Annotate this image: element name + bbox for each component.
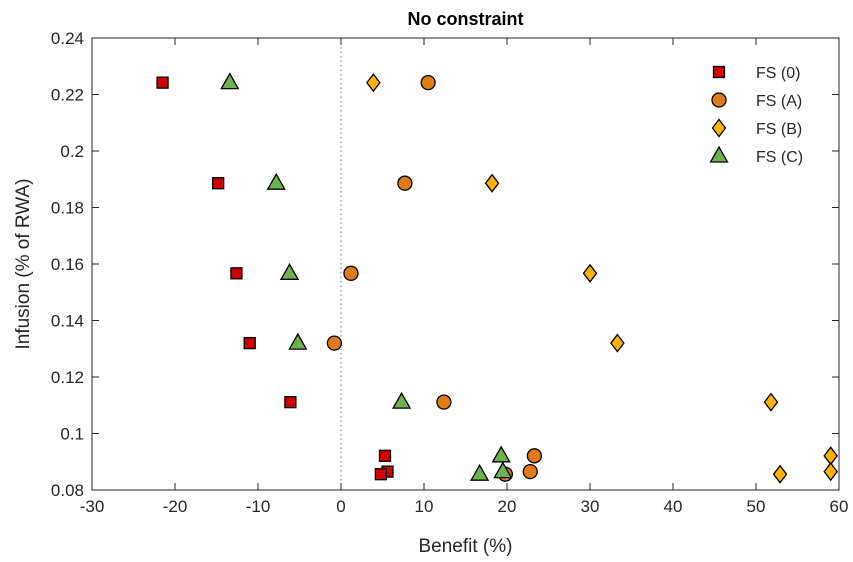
y-tick-label: 0.24 [51,29,84,48]
data-point-circle [526,448,543,464]
data-point-triangle [266,172,286,190]
legend-label: FS (A) [756,93,802,110]
data-point-diamond [582,263,598,283]
x-tick-label: -10 [246,497,271,516]
data-point-square [212,177,225,190]
data-point-circle [397,175,413,191]
data-point-triangle [288,332,308,350]
data-point-circle [343,265,359,281]
y-tick-label: 0.2 [60,142,84,161]
y-tick-label: 0.08 [51,481,84,500]
data-point-circle [420,74,436,91]
x-tick-label: 30 [581,497,600,516]
data-point-triangle [469,463,490,481]
data-point-square [243,336,256,350]
y-axis-label: Infusion (% of RWA) [13,178,34,349]
y-tick-label: 0.1 [60,425,84,444]
data-point-circle [326,335,343,351]
data-point-triangle [391,391,412,409]
x-axis-label: Benefit (%) [419,536,513,557]
data-point-square [374,468,387,481]
chart-title: No constraint [407,9,523,29]
data-point-triangle [493,461,513,479]
data-point-triangle [220,72,240,90]
legend-marker-circle [711,92,727,108]
data-point-square [156,76,169,89]
x-tick-label: -30 [80,497,105,516]
data-point-circle [436,394,452,410]
legend-marker-square [712,65,726,79]
data-point-triangle [279,263,300,280]
y-tick-label: 0.22 [51,86,84,105]
data-point-diamond [772,464,788,484]
legend: FS (0) FS (A) FS (B) FS (C) [709,65,803,166]
legend-marker-triangle [709,145,729,163]
data-point-diamond [366,73,381,93]
data-point-diamond [484,173,500,193]
legend-label: FS (C) [756,149,803,166]
data-point-diamond [823,462,839,482]
data-point-circle [522,463,538,480]
y-tick-label: 0.14 [51,312,84,331]
x-tick-label: 0 [336,497,345,516]
legend-label: FS (0) [756,65,800,82]
x-tick-label: 10 [415,497,434,516]
x-tick-label: 40 [664,497,683,516]
y-tick-label: 0.16 [51,255,84,274]
data-point-square [284,395,297,409]
y-tick-label: 0.12 [51,368,84,387]
data-point-diamond [763,392,779,412]
legend-label: FS (B) [756,121,802,138]
data-point-square [230,267,243,280]
data-point-square [378,449,392,462]
data-point-diamond [610,333,625,353]
y-tick-label: 0.18 [51,199,84,218]
x-tick-label: -20 [163,497,188,516]
x-tick-label: 50 [747,497,766,516]
x-tick-label: 20 [498,497,517,516]
legend-marker-diamond [711,118,727,138]
plot-area [92,38,839,490]
x-tick-label: 60 [830,497,849,516]
data-point-triangle [491,445,511,463]
